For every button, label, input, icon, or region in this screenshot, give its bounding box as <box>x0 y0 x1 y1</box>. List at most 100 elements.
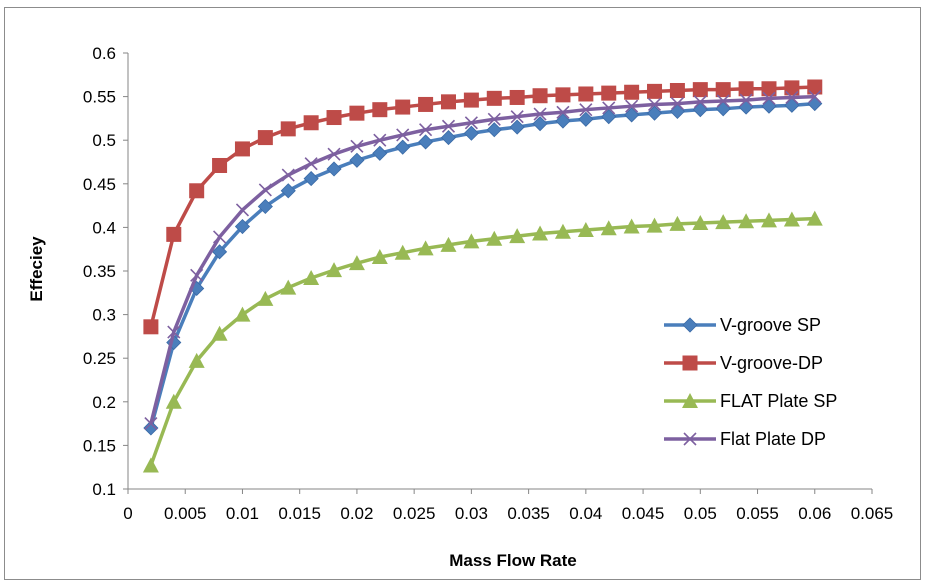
series-layer <box>142 79 823 473</box>
data-point <box>463 233 480 249</box>
x-tick-label: 0.03 <box>455 504 488 523</box>
data-point <box>532 225 549 241</box>
data-point <box>577 222 594 238</box>
data-point <box>739 93 753 107</box>
data-point <box>167 325 181 339</box>
series-line <box>149 85 815 328</box>
series-flat-plate-dp <box>144 90 822 431</box>
data-point <box>349 152 365 168</box>
legend-item: FLAT Plate SP <box>664 391 837 411</box>
data-point <box>760 212 777 228</box>
data-point <box>142 457 159 473</box>
data-point <box>486 122 502 138</box>
data-point <box>578 86 594 102</box>
data-point <box>784 80 800 96</box>
y-tick-label: 0.45 <box>83 175 116 194</box>
data-point <box>738 213 755 229</box>
data-point <box>533 107 547 121</box>
data-point <box>326 110 342 126</box>
y-tick-label: 0.25 <box>83 349 116 368</box>
legend-item: V-groove SP <box>664 315 821 335</box>
data-point <box>578 111 594 127</box>
data-point <box>807 96 823 112</box>
data-point <box>144 417 158 431</box>
data-point <box>486 230 503 246</box>
data-point <box>350 139 364 153</box>
legend-label: Flat Plate DP <box>720 429 826 449</box>
data-point <box>623 218 640 234</box>
y-tick-label: 0.5 <box>92 131 116 150</box>
y-tick-label: 0.35 <box>83 262 116 281</box>
data-point <box>371 249 388 265</box>
data-point <box>418 134 434 150</box>
y-tick-label: 0.15 <box>83 436 116 455</box>
data-point <box>716 94 730 108</box>
data-point <box>419 123 433 137</box>
data-point <box>257 130 273 146</box>
x-tick-label: 0.025 <box>393 504 436 523</box>
data-point <box>555 113 571 129</box>
data-point <box>509 89 525 105</box>
legend-marker <box>682 393 698 408</box>
data-point <box>281 168 295 182</box>
x-tick-label: 0 <box>123 504 132 523</box>
data-point <box>600 220 617 236</box>
y-tick-label: 0.6 <box>92 44 116 63</box>
data-point <box>234 141 250 157</box>
data-point <box>532 116 548 132</box>
y-tick-label: 0.3 <box>92 306 116 325</box>
data-point <box>280 279 297 295</box>
data-point <box>326 262 343 278</box>
x-tick-label: 0.015 <box>278 504 321 523</box>
y-tick-label: 0.1 <box>92 480 116 499</box>
data-point <box>806 210 823 226</box>
data-point <box>395 139 411 155</box>
data-point <box>396 128 410 142</box>
legend-marker <box>682 317 698 333</box>
legend-label: FLAT Plate SP <box>720 391 837 411</box>
data-point <box>463 125 479 141</box>
data-point <box>280 183 296 199</box>
data-point <box>647 97 662 112</box>
data-point <box>601 109 617 125</box>
data-point <box>785 90 799 105</box>
x-tick-label: 0.04 <box>569 504 602 523</box>
data-point <box>234 306 251 322</box>
x-tick-label: 0.045 <box>622 504 665 523</box>
data-point <box>692 82 708 98</box>
x-tick-label: 0.06 <box>798 504 831 523</box>
x-tick-label: 0.035 <box>507 504 550 523</box>
data-point <box>373 133 387 147</box>
data-point <box>303 115 319 131</box>
data-point <box>579 103 593 117</box>
data-point <box>258 183 272 197</box>
data-point <box>440 236 457 252</box>
data-point <box>625 99 639 113</box>
x-tick-label: 0.02 <box>340 504 373 523</box>
data-point <box>532 88 548 104</box>
series-flat-plate-sp <box>142 210 823 473</box>
data-point <box>440 130 457 146</box>
data-point <box>189 183 205 199</box>
data-point <box>783 211 800 227</box>
data-point <box>303 269 320 285</box>
data-point <box>188 352 205 368</box>
data-point <box>808 90 822 104</box>
data-point <box>556 105 570 119</box>
x-tick-label: 0.005 <box>164 504 207 523</box>
data-point <box>669 82 685 98</box>
data-point <box>670 97 684 111</box>
series-v-groove-dp <box>143 79 823 335</box>
data-point <box>190 268 204 282</box>
y-tick-label: 0.2 <box>92 393 116 412</box>
legend-marker <box>683 432 697 446</box>
x-tick-label: 0.055 <box>736 504 779 523</box>
tick-labels: 0.1 0.15 0.2 0.25 0.3 0.35 0.4 0.45 0.5 0.55 0.6 0 0… <box>83 44 893 523</box>
data-point <box>646 105 663 121</box>
x-tick-label: 0.01 <box>226 504 259 523</box>
data-point <box>464 116 478 130</box>
data-point <box>280 121 296 137</box>
legend-label: V-groove SP <box>720 315 821 335</box>
data-point <box>349 105 365 121</box>
x-tick-label: 0.05 <box>684 504 717 523</box>
